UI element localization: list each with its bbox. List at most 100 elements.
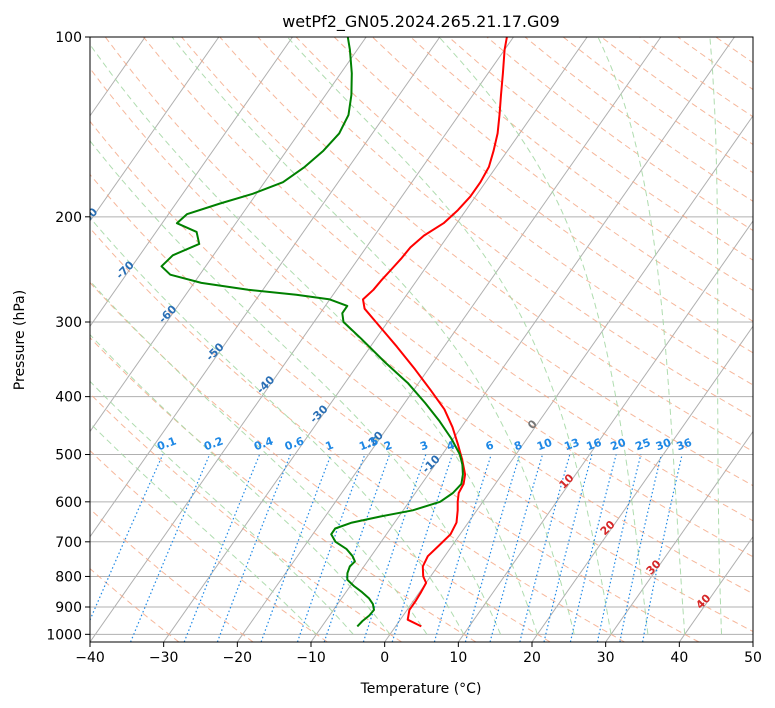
isotherm-gridline [90, 37, 441, 538]
mixing-ratio-line [433, 454, 492, 642]
isotherm-label: -90 [50, 138, 73, 161]
mixing-ratio-label: 0.2 [202, 434, 225, 453]
isotherm-gridline [457, 220, 753, 642]
dry-adiabat [90, 336, 477, 642]
y-tick-label: 300 [55, 315, 82, 331]
mixing-ratio-label: 16 [585, 436, 604, 454]
mixing-ratio-label: 1 [324, 439, 336, 454]
dry-adiabats [90, 37, 753, 642]
isotherm-gridline [90, 37, 220, 222]
dry-adiabat [90, 450, 328, 642]
dry-adiabat [90, 67, 753, 595]
isotherm-gridline [0, 37, 72, 642]
isotherm-label: -50 [203, 340, 226, 363]
mixing-ratio-lines [90, 454, 683, 642]
dry-adiabat [715, 37, 753, 64]
y-tick-label: 1000 [46, 627, 82, 643]
y-tick-label: 500 [55, 448, 82, 464]
x-tick-label: −30 [149, 650, 179, 666]
mixing-ratio-line [619, 454, 662, 642]
isotherm-label: 20 [598, 518, 618, 538]
dry-adiabat [104, 37, 753, 558]
y-tick-label: 800 [55, 569, 82, 585]
moist-adiabat [597, 37, 686, 635]
isotherm-gridline [678, 535, 753, 642]
dry-adiabat [333, 37, 753, 354]
mixing-ratio-line [464, 454, 521, 642]
mixing-ratio-label: 0.6 [283, 434, 306, 453]
dry-adiabat [90, 281, 551, 642]
dry-adiabat [90, 173, 700, 642]
x-tick-label: −40 [75, 650, 105, 666]
mixing-ratio-line [489, 454, 544, 642]
mixing-ratio-label: 10 [535, 436, 554, 454]
isotherm-gridline [752, 641, 753, 642]
isotherm-label: 30 [644, 557, 664, 577]
data-series [160, 37, 508, 628]
dry-adiabat [639, 37, 753, 118]
isotherm-gridline [531, 325, 753, 642]
x-axis-label: Temperature (°C) [360, 681, 482, 697]
moist-adiabats [90, 37, 722, 635]
x-tick-label: 30 [597, 650, 615, 666]
axis-ticks: −40 −30 −20 −10 0 10 20 30 40 5010020030040050060… [46, 30, 762, 666]
mixing-ratio-label: 25 [633, 436, 652, 453]
y-tick-label: 600 [55, 495, 82, 511]
mixing-ratio-line [569, 454, 617, 642]
mixing-ratio-label: 4 [445, 438, 457, 453]
moist-adiabat [90, 380, 354, 635]
y-tick-label: 400 [55, 390, 82, 406]
y-axis-label: Pressure (hPa) [12, 290, 28, 390]
mixing-ratio-label: 13 [562, 436, 581, 453]
isotherm-gridline [605, 430, 753, 642]
isotherm-gridline [90, 37, 514, 642]
moist-adiabat [287, 37, 612, 635]
y-tick-label: 100 [55, 30, 82, 46]
isotherm-gridline [90, 37, 293, 328]
x-tick-label: 40 [670, 650, 688, 666]
mixing-ratio-line [362, 454, 427, 642]
dry-adiabat [295, 37, 753, 386]
dry-adiabat [181, 37, 753, 487]
dry-adiabat [90, 508, 254, 642]
isotherm-gridline [163, 37, 588, 642]
moist-adiabat [90, 333, 391, 635]
mixing-ratio-label: 30 [654, 436, 673, 454]
isotherm-label: 10 [557, 471, 577, 491]
mixing-ratio-line [216, 454, 291, 642]
moist-adiabat [90, 216, 465, 635]
y-tick-label: 200 [55, 210, 82, 226]
isotherm-label: -40 [254, 373, 277, 396]
dry-adiabat [677, 37, 753, 91]
moist-adiabat [90, 43, 538, 635]
mixing-ratio-line [296, 454, 366, 642]
isotherm-gridline [90, 37, 367, 433]
dry-adiabat [410, 37, 753, 292]
dewpoint-profile-line [160, 37, 464, 628]
isotherm-label: -80 [77, 205, 100, 228]
x-tick-label: −20 [223, 650, 253, 666]
mixing-ratio-label: 36 [675, 436, 694, 454]
dry-adiabat [90, 227, 625, 642]
dry-adiabat [219, 37, 753, 452]
mixing-ratio-line [323, 454, 391, 642]
isotherm-label: 0 [525, 417, 540, 432]
mixing-ratio-label: 0.4 [252, 434, 275, 453]
plot-area: -100-90-80-70-60-50-40-30-20-10010203040… [0, 37, 753, 642]
isotherm-label: -70 [113, 258, 136, 281]
dry-adiabat [257, 37, 753, 419]
x-tick-label: 0 [380, 650, 389, 666]
mixing-ratio-line [183, 454, 261, 642]
mixing-ratio-label: 20 [609, 436, 628, 454]
mixing-ratio-line [596, 454, 642, 642]
mixing-ratio-line [260, 454, 332, 642]
x-tick-label: 10 [449, 650, 467, 666]
isotherm-label: -100 [37, 45, 66, 74]
moist-adiabat [90, 422, 317, 635]
isotherm-label: -30 [307, 402, 330, 425]
dry-adiabat [90, 120, 753, 633]
moist-adiabat [90, 280, 428, 635]
moist-adiabat [171, 37, 575, 635]
mixing-ratio-label: 3 [418, 439, 430, 454]
